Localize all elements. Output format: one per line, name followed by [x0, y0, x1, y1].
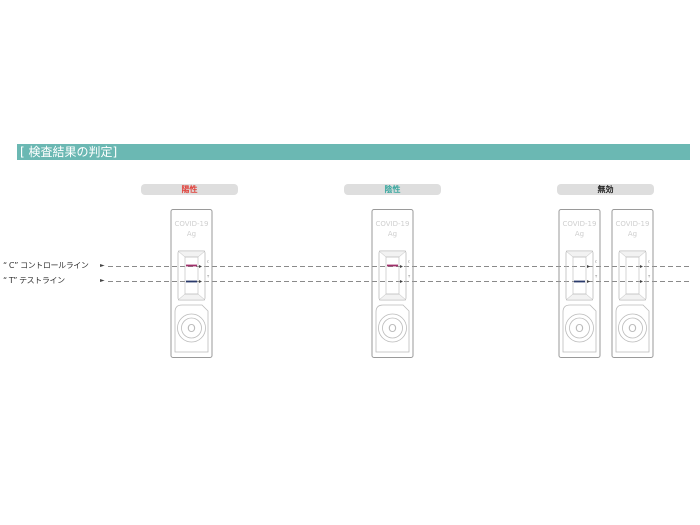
sample-well-outer [618, 313, 647, 343]
window-bevel [618, 293, 647, 301]
c-pointer-icon [199, 265, 202, 268]
t-mark-text: T [407, 275, 411, 279]
result-label-positive: 陽性 [141, 184, 238, 195]
t-pointer-icon [199, 280, 202, 283]
cassette-body [170, 209, 213, 358]
c-mark-text: c [595, 260, 597, 264]
window-bevel [565, 250, 594, 258]
sample-well-inner [382, 317, 403, 339]
window-bevel [177, 250, 206, 258]
sample-well-text: O [628, 322, 637, 335]
window-bevel [378, 293, 407, 301]
cassette-brand-text: Ag [187, 230, 196, 238]
window-bevel [378, 250, 407, 258]
cassette-brand-text: Ag [388, 230, 397, 238]
cassette-brand-text: Ag [575, 230, 584, 238]
c-mark-text: c [207, 260, 209, 264]
result-label-invalid: 無効 [557, 184, 654, 195]
test-cassette: COVID-19 Ag c T O [611, 209, 654, 358]
t-line-label: “ T” テストライン [3, 276, 65, 285]
test-cassette: COVID-19 Ag c T O [170, 209, 213, 358]
test-strip [385, 256, 400, 295]
window-bevel [618, 250, 647, 258]
sample-well-outer [378, 313, 407, 343]
section-header: [ 検査結果の判定] [17, 144, 690, 160]
test-cassette: COVID-19 Ag c T O [371, 209, 414, 358]
result-window [565, 250, 594, 301]
cassette-brand-text: COVID-19 [376, 220, 410, 228]
c-mark-text: c [408, 260, 410, 264]
c-line-label: “ C” コントロールライン [3, 261, 89, 270]
cassette-body [371, 209, 414, 358]
result-label-negative: 陰性 [344, 184, 441, 195]
t-pointer-icon [400, 280, 403, 283]
sample-well-outer [565, 313, 594, 343]
cassette-brand-text: COVID-19 [563, 220, 597, 228]
cassette-body [558, 209, 601, 358]
c-pointer-icon [640, 265, 643, 268]
c-pointer-icon [587, 265, 590, 268]
result-window [378, 250, 407, 301]
c-pointer-icon [400, 265, 403, 268]
sample-well-text: O [388, 322, 397, 335]
t-pointer-icon [587, 280, 590, 283]
cassette-brand-text: Ag [628, 230, 637, 238]
t-mark-text: T [206, 275, 210, 279]
sample-well-text: O [187, 322, 196, 335]
c-mark-text: c [648, 260, 650, 264]
result-window [177, 250, 206, 301]
test-strip [184, 256, 199, 295]
c-arrow-icon: ► [100, 262, 105, 269]
t-arrow-icon: ► [100, 277, 105, 284]
window-bevel [177, 293, 206, 301]
test-strip [572, 256, 587, 295]
sample-well-text: O [575, 322, 584, 335]
sample-well-inner [181, 317, 202, 339]
test-cassette: COVID-19 Ag c T O [558, 209, 601, 358]
t-mark-text: T [647, 275, 651, 279]
sample-well-inner [622, 317, 643, 339]
test-strip [625, 256, 640, 295]
cassette-body [611, 209, 654, 358]
result-window [618, 250, 647, 301]
window-bevel [565, 293, 594, 301]
t-mark-text: T [594, 275, 598, 279]
t-pointer-icon [640, 280, 643, 283]
sample-well-inner [569, 317, 590, 339]
cassette-brand-text: COVID-19 [175, 220, 209, 228]
sample-well-outer [177, 313, 206, 343]
cassette-brand-text: COVID-19 [616, 220, 650, 228]
